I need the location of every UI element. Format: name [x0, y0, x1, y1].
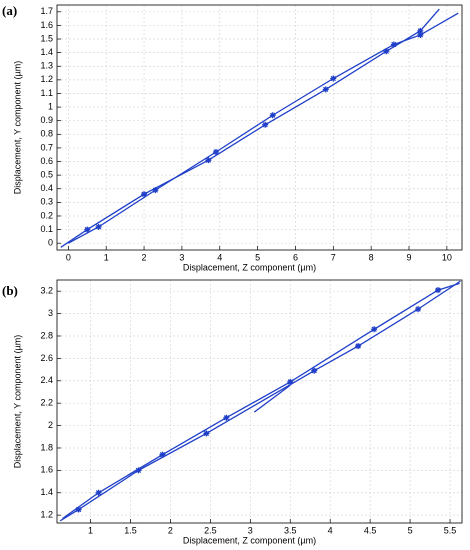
x-tick-label: 8	[369, 252, 374, 262]
y-tick-label: 0.1	[40, 224, 53, 234]
data-line	[59, 280, 461, 522]
plot-frame	[56, 4, 463, 251]
y-tick-label: 3	[48, 308, 53, 318]
star-marker	[152, 187, 159, 194]
star-marker	[141, 191, 148, 198]
star-marker	[330, 75, 337, 82]
y-tick-label: 1.4	[40, 47, 53, 57]
star-marker	[415, 306, 422, 313]
y-tick-label: 0.4	[40, 183, 53, 193]
star-marker	[287, 378, 294, 385]
y-tick-label: 0.2	[40, 210, 53, 220]
y-tick-label: 0.6	[40, 156, 53, 166]
star-marker	[223, 414, 230, 421]
x-axis-label: Displacement, Z component (µm)	[183, 262, 316, 272]
star-marker	[435, 287, 442, 294]
y-tick-label: 0.9	[40, 115, 53, 125]
x-axis-label: Displacement, Z component (µm)	[183, 535, 316, 545]
star-marker	[84, 226, 91, 233]
star-marker	[269, 112, 276, 119]
star-marker	[95, 223, 102, 230]
y-tick-label: 2.4	[40, 375, 53, 385]
data-line	[253, 384, 291, 413]
y-tick-label: 0.7	[40, 142, 53, 152]
y-tick-label: 1.7	[40, 6, 53, 16]
star-marker	[203, 430, 210, 437]
y-tick-label: 1.1	[40, 88, 53, 98]
star-marker	[311, 367, 318, 374]
x-tick-label: 4	[217, 252, 222, 262]
star-marker	[135, 467, 142, 474]
y-tick-label: 0	[48, 238, 53, 248]
x-tick-label: 2	[142, 252, 147, 262]
star-marker	[212, 149, 219, 155]
star-marker	[371, 326, 378, 333]
star-marker	[159, 451, 166, 458]
star-marker	[417, 31, 424, 38]
star-marker	[322, 86, 329, 93]
y-tick-label: 1.5	[40, 33, 53, 43]
y-tick-label: 2.2	[40, 398, 53, 408]
y-tick-label: 3.2	[40, 286, 53, 296]
y-tick-label: 1.6	[40, 20, 53, 30]
y-tick-label: 1.2	[40, 510, 53, 520]
x-tick-label: 2	[168, 525, 173, 535]
x-tick-label: 6	[293, 252, 298, 262]
y-tick-label: 2.6	[40, 353, 53, 363]
star-marker	[75, 506, 82, 513]
plot-frame	[56, 279, 463, 524]
y-tick-label: 0.8	[40, 129, 53, 139]
y-tick-label: 1.3	[40, 61, 53, 71]
y-tick-label: 0.3	[40, 197, 53, 207]
x-tick-label: 3	[248, 525, 253, 535]
x-tick-label: 3.5	[284, 525, 297, 535]
star-marker	[355, 343, 362, 350]
x-tick-label: 2.5	[204, 525, 217, 535]
data-line	[60, 8, 440, 248]
x-tick-label: 4	[328, 525, 333, 535]
star-marker	[205, 157, 212, 164]
y-tick-label: 1.4	[40, 487, 53, 497]
x-tick-label: 4.5	[364, 525, 377, 535]
data-line	[62, 282, 460, 520]
star-marker	[383, 48, 390, 55]
star-marker	[262, 121, 269, 128]
y-tick-label: 1.6	[40, 465, 53, 475]
panel-label: (b)	[2, 283, 18, 298]
y-tick-label: 1	[48, 101, 53, 111]
x-tick-label: 1.5	[124, 525, 137, 535]
panel-label: (a)	[2, 3, 17, 18]
y-tick-label: 2	[48, 420, 53, 430]
data-line	[68, 12, 459, 244]
star-marker	[95, 489, 102, 496]
x-tick-label: 1	[104, 252, 109, 262]
x-tick-label: 1	[88, 525, 93, 535]
x-tick-label: 9	[407, 252, 412, 262]
y-tick-label: 1.2	[40, 74, 53, 84]
x-tick-label: 5	[255, 252, 260, 262]
y-axis-label: Displacement, Y component (µm)	[12, 61, 22, 194]
x-tick-label: 3	[179, 252, 184, 262]
x-tick-label: 5	[408, 525, 413, 535]
y-tick-label: 2.8	[40, 330, 53, 340]
x-tick-label: 5.5	[444, 525, 457, 535]
y-axis-label: Displacement, Y component (µm)	[12, 335, 22, 468]
y-tick-label: 1.8	[40, 442, 53, 452]
star-marker	[417, 27, 424, 34]
star-marker	[390, 41, 397, 48]
y-tick-label: 0.5	[40, 170, 53, 180]
x-tick-label: 10	[442, 252, 452, 262]
x-tick-label: 0	[66, 252, 71, 262]
x-tick-label: 7	[331, 252, 336, 262]
